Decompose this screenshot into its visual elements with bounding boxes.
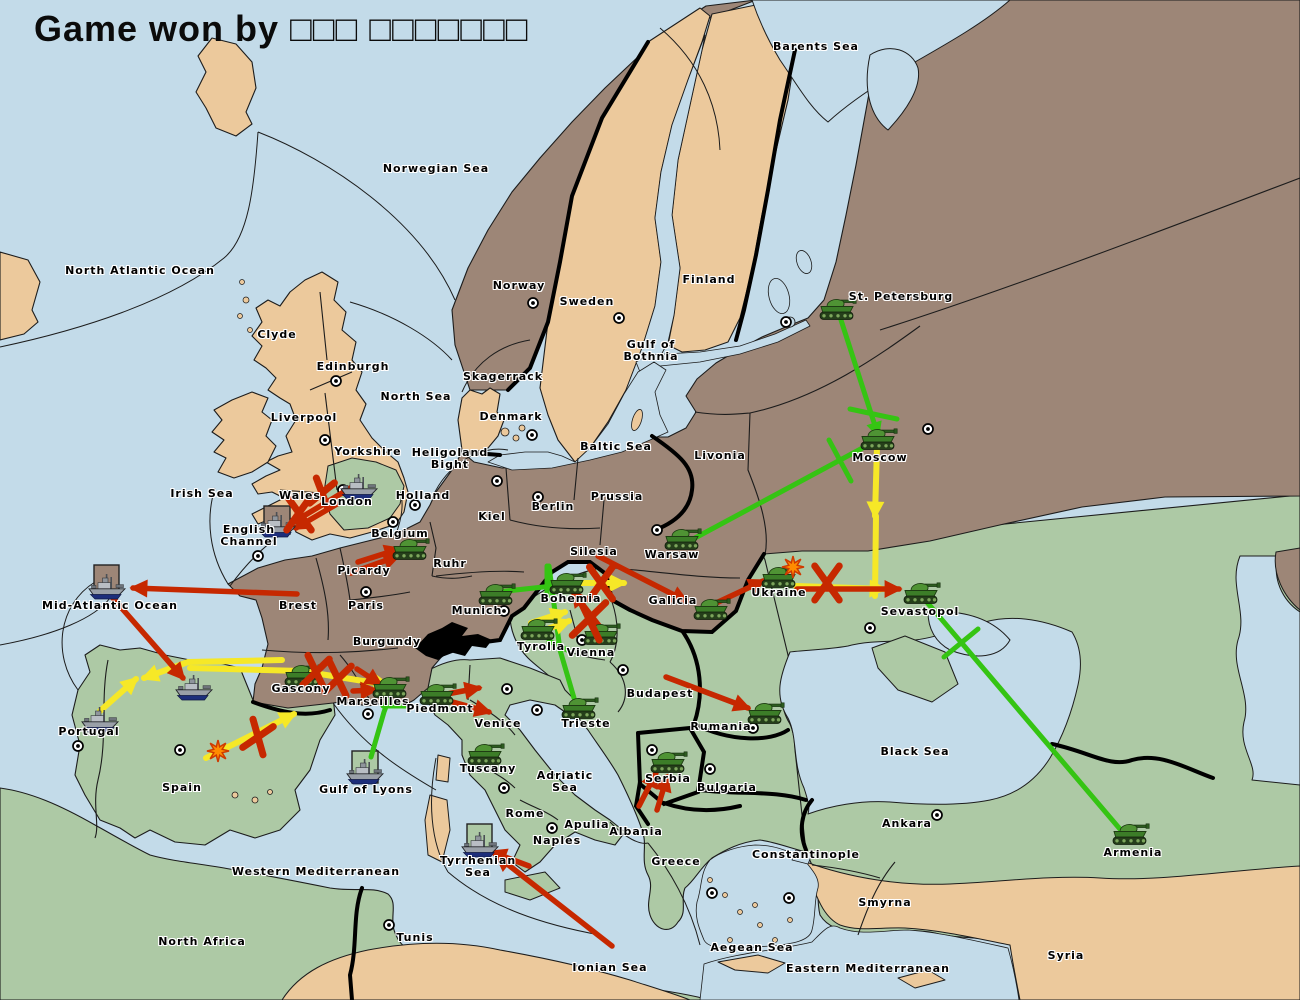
supply-center-dot bbox=[651, 524, 663, 536]
red-attack-arrow bbox=[636, 769, 659, 809]
supply-center-dot bbox=[174, 744, 186, 756]
supply-center-dot bbox=[747, 722, 759, 734]
page-title: Game won by □□□ □□□□□□□ bbox=[34, 8, 529, 49]
failed-move-x bbox=[585, 563, 617, 603]
supply-center-dot bbox=[362, 708, 374, 720]
support-order-line bbox=[923, 598, 1128, 838]
supply-center-dot bbox=[783, 892, 795, 904]
supply-center-dot bbox=[491, 475, 503, 487]
yellow-move-arrow bbox=[866, 444, 885, 520]
red-attack-arrow bbox=[355, 544, 403, 565]
failed-move-x bbox=[299, 651, 333, 693]
support-order-layer bbox=[368, 317, 1128, 838]
supply-center-dot bbox=[532, 491, 544, 503]
supply-center-dot bbox=[531, 704, 543, 716]
red-attack-arrow bbox=[109, 594, 186, 681]
yellow-move-arrow bbox=[140, 657, 285, 682]
supply-center-dot bbox=[72, 740, 84, 752]
supply-center-dot bbox=[922, 423, 934, 435]
red-attack-arrow bbox=[129, 579, 300, 598]
region-west-edge bbox=[0, 251, 41, 341]
island-sardinia bbox=[424, 794, 451, 863]
supply-center-dot bbox=[387, 516, 399, 528]
failed-move-x bbox=[306, 474, 338, 512]
support-crossbar bbox=[546, 638, 574, 655]
sea-caspian bbox=[1235, 555, 1300, 786]
support-order-line bbox=[546, 563, 577, 701]
red-attack-arrow bbox=[488, 848, 532, 869]
aegean-islands bbox=[707, 877, 793, 943]
supply-center-dot bbox=[646, 744, 658, 756]
supply-center-dot bbox=[931, 809, 943, 821]
supply-center-dot bbox=[527, 297, 539, 309]
lake-ladoga bbox=[767, 278, 791, 314]
supply-center-dot bbox=[498, 605, 510, 617]
red-attack-arrow bbox=[446, 698, 493, 717]
red-attack-arrow bbox=[663, 674, 752, 712]
supply-center-dot bbox=[330, 375, 342, 387]
supply-center-dot bbox=[780, 316, 792, 328]
failed-move-x bbox=[811, 562, 843, 604]
sea-baltic bbox=[487, 361, 669, 471]
supply-center-dot bbox=[526, 429, 538, 441]
region-ireland bbox=[211, 391, 277, 479]
region-iceland bbox=[195, 37, 257, 137]
region-crimea bbox=[871, 635, 959, 703]
red-attack-arrow bbox=[348, 552, 402, 576]
supply-center-dot bbox=[409, 499, 421, 511]
support-crossbar bbox=[826, 437, 854, 484]
yellow-move-arrow bbox=[872, 513, 879, 599]
support-crossbar bbox=[847, 406, 900, 422]
supply-center-dot bbox=[613, 312, 625, 324]
region-denmark bbox=[457, 387, 505, 453]
supply-center-dot bbox=[360, 586, 372, 598]
region-switzerland-impassable bbox=[415, 622, 492, 660]
region-smyrna-syria-tan bbox=[805, 861, 1300, 1000]
failed-move-x bbox=[239, 715, 277, 759]
island-cyprus bbox=[897, 969, 946, 989]
red-attack-arrow bbox=[595, 553, 690, 604]
region-sahara-tan bbox=[281, 942, 691, 1000]
supply-center-dot bbox=[498, 782, 510, 794]
red-attack-arrow bbox=[494, 853, 615, 949]
dislodge-burst-icon bbox=[781, 555, 805, 579]
province-borders bbox=[94, 177, 1300, 936]
island-crete bbox=[717, 954, 786, 974]
sea-aegean bbox=[695, 844, 819, 949]
supply-center-dot bbox=[383, 919, 395, 931]
lake-onega bbox=[795, 250, 813, 274]
supply-center-dot bbox=[252, 550, 264, 562]
supply-center-dot bbox=[319, 434, 331, 446]
support-crossbar bbox=[941, 626, 981, 660]
failed-move-x bbox=[321, 658, 355, 700]
failed-move-x bbox=[568, 594, 610, 644]
sea-white-sea bbox=[866, 48, 920, 131]
supply-center-dot bbox=[864, 622, 876, 634]
supply-center-dot bbox=[704, 763, 716, 775]
failed-move-x bbox=[283, 492, 315, 534]
result-marks-layer bbox=[206, 474, 843, 763]
supply-center-dot bbox=[501, 683, 513, 695]
red-attack-arrow bbox=[654, 773, 672, 813]
island-gotland bbox=[631, 409, 643, 431]
sea-marmara bbox=[791, 849, 813, 865]
supply-center-dot bbox=[546, 822, 558, 834]
supply-center-dot bbox=[617, 664, 629, 676]
region-italy bbox=[419, 657, 626, 873]
supply-center-dot bbox=[706, 887, 718, 899]
sea-black-sea bbox=[779, 617, 1081, 815]
island-corsica bbox=[435, 754, 451, 783]
support-order-line bbox=[368, 693, 393, 760]
dislodge-burst-icon bbox=[206, 739, 230, 763]
red-attack-arrow bbox=[350, 681, 379, 700]
red-attack-arrow bbox=[354, 666, 384, 687]
army-unit-bohemia[interactable] bbox=[549, 572, 587, 594]
yellow-move-arrow bbox=[97, 676, 139, 714]
